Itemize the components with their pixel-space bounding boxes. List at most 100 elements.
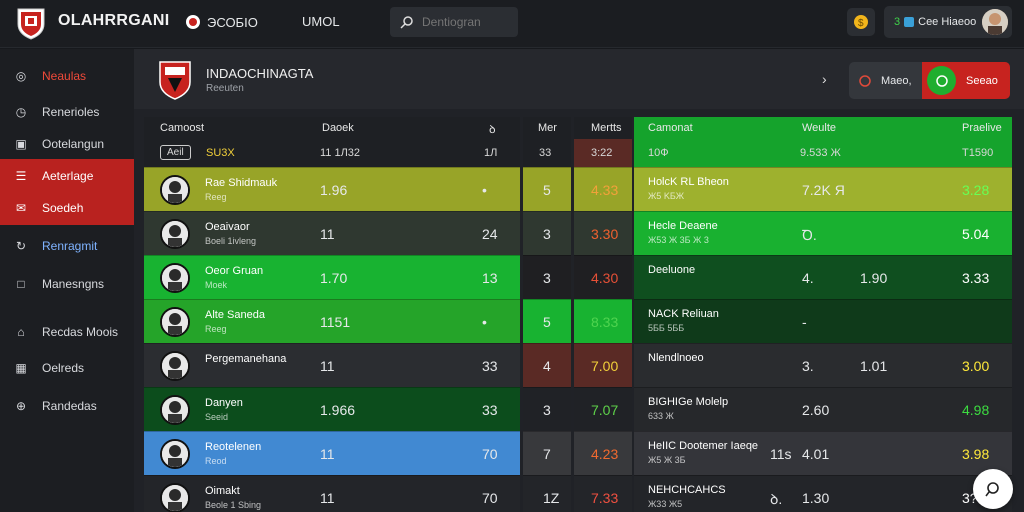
- coins-button[interactable]: $: [847, 8, 875, 36]
- chat-icon: [985, 482, 999, 497]
- team-row[interactable]: HeIIC Dootemer Iaeqe Ж5 Ж 3Б 4.01 11s 3.…: [634, 431, 1012, 475]
- toggle-option-left[interactable]: Maeo,: [849, 62, 922, 99]
- mid-col-cell: 3: [523, 211, 571, 255]
- team-right-value: 5.04: [962, 226, 990, 242]
- player-meta: Beole 1 Sbing: [205, 500, 262, 510]
- team-meta: Ж5 Ж 3Б: [648, 455, 686, 465]
- mid-col-value: 3: [543, 226, 551, 242]
- odds-value: 3.30: [591, 226, 619, 242]
- odds-value: 4.23: [591, 446, 619, 462]
- team-row[interactable]: Hecle Deaene Ж53 Ж 3Б Ж 3 Ꝺ. 5.04: [634, 211, 1012, 255]
- team-row[interactable]: NEHCHCAHCS Ж33 Ж5 1.30 ꝺ. 3?: [634, 475, 1012, 512]
- odds-value: 4.33: [591, 182, 619, 198]
- team-mid-value: -: [802, 314, 807, 330]
- odds-cell[interactable]: 4.30: [574, 255, 632, 299]
- team-mid1-value: 11s: [770, 446, 792, 462]
- topnav-item-b[interactable]: UMOL: [302, 14, 340, 29]
- team-mid-value: Ꝺ.: [802, 227, 817, 243]
- odds-cell[interactable]: 7.00: [574, 343, 632, 387]
- player-row[interactable]: Rae Shidmauk Reeg 1.96 •: [144, 167, 520, 211]
- user-prefix: 3: [894, 16, 901, 28]
- sidebar-item-7[interactable]: ⌂ Recdas Moois: [0, 315, 134, 349]
- teams-col-mid-header: Weulte: [802, 122, 837, 134]
- player-row[interactable]: Pergemanehana 11 33: [144, 343, 520, 387]
- player-value: 11: [320, 226, 335, 242]
- player-avatar: [160, 351, 190, 381]
- shield-logo-icon[interactable]: [16, 6, 46, 40]
- mid-col-value: 7: [543, 446, 551, 462]
- odds-cell[interactable]: 8.33: [574, 299, 632, 343]
- team-meta: Ж53 Ж 3Б Ж 3: [648, 235, 709, 245]
- sidebar-item-8[interactable]: ▦ Oelreds: [0, 351, 134, 385]
- user-avatar[interactable]: [982, 9, 1008, 35]
- player-value: 1.96: [320, 182, 348, 198]
- sidebar-item-2[interactable]: ▣ Ootelangun: [0, 127, 134, 161]
- mid-col-value: 5: [543, 314, 551, 330]
- sidebar-item-4[interactable]: ✉ Soedeh: [0, 191, 134, 225]
- team-mid2-value: 1.01: [860, 358, 888, 374]
- player-row[interactable]: Reotelenen Reod 11 70: [144, 431, 520, 475]
- player-value: 1151: [320, 314, 351, 330]
- odds-cell[interactable]: 7.07: [574, 387, 632, 431]
- odds-cell[interactable]: 4.33: [574, 167, 632, 211]
- toggle-knob[interactable]: [927, 66, 956, 95]
- player-name: Reotelenen: [205, 441, 262, 453]
- odds-cell[interactable]: 7.33: [574, 475, 632, 512]
- mid-col-header-label: Mer: [538, 122, 557, 134]
- odds-value: 7.00: [591, 358, 619, 374]
- player-meta: Reeg: [205, 192, 227, 202]
- player-avatar: [160, 219, 190, 249]
- chevron-right-icon[interactable]: ›: [822, 71, 827, 87]
- team-right-value: 4.98: [962, 402, 990, 418]
- search-input[interactable]: [422, 15, 512, 29]
- sidebar-item-3[interactable]: ☰ Aeterlage: [0, 159, 134, 193]
- odds-cell[interactable]: 4.23: [574, 431, 632, 475]
- topnav-item-a-label: ЭСОБIO: [207, 14, 258, 30]
- sidebar-item-1[interactable]: ◷ Renerioles: [0, 95, 134, 129]
- teams-sub-mid: 9.533 Ж: [800, 147, 841, 159]
- sidebar-item-label: Renerioles: [42, 105, 100, 119]
- mid-col-cell: 5: [523, 299, 571, 343]
- odds-cell[interactable]: 3.30: [574, 211, 632, 255]
- sidebar-item-9[interactable]: ⊕ Randedas: [0, 389, 134, 423]
- players-table-header: Camoost Daoek ꝺ: [144, 117, 520, 139]
- team-row[interactable]: HolcK RL Bheon Ж5 KБЖ 7.2K Я 3.28: [634, 167, 1012, 211]
- toggle-left-label: Maeo,: [881, 74, 912, 87]
- mid-col-value: 5: [543, 182, 551, 198]
- team-row[interactable]: Nlendlnoeo 3. 1.01 3.00: [634, 343, 1012, 387]
- player-meta: Boeli 1ivleng: [205, 236, 257, 246]
- sidebar-item-5[interactable]: ↻ Renragmit: [0, 229, 134, 263]
- team-meta: Ж5 KБЖ: [648, 191, 685, 201]
- col-sort-icon[interactable]: ꝺ: [489, 124, 496, 136]
- player-value: 1.70: [320, 270, 348, 286]
- team-name: BIGHIGe Molelp: [648, 396, 729, 408]
- sidebar-item-6[interactable]: □ Manesngns: [0, 267, 134, 301]
- team-row[interactable]: NACK Reliuan 5ББ 5ББ -: [634, 299, 1012, 343]
- user-menu[interactable]: 3 Cee Hiaeoo: [884, 6, 1012, 38]
- svg-text:$: $: [858, 18, 864, 29]
- player-row[interactable]: Oeor Gruan Moek 1.70 13: [144, 255, 520, 299]
- team-mid-value: 2.60: [802, 402, 830, 418]
- mid-col-value: 4: [543, 358, 551, 374]
- teams-sub-right: T1590: [962, 147, 994, 159]
- team-row[interactable]: Deeluone 4. 1.90 3.33: [634, 255, 1012, 299]
- player-row[interactable]: Oeaivaor Boeli 1ivleng 11 24: [144, 211, 520, 255]
- player-row[interactable]: Oimakt Beole 1 Sbing 11 70: [144, 475, 520, 512]
- chat-fab-button[interactable]: [973, 469, 1013, 509]
- square-icon: □: [17, 277, 25, 291]
- player-name: Oimakt: [205, 485, 240, 497]
- player-name: Pergemanehana: [205, 353, 287, 365]
- topnav-item-a[interactable]: ЭСОБIO: [185, 14, 258, 30]
- subheader-badge[interactable]: Aeil: [160, 145, 191, 160]
- player-row[interactable]: Danyen Seeid 1.966 33: [144, 387, 520, 431]
- mid-col-value: 1Z: [543, 490, 560, 506]
- search-box[interactable]: [390, 7, 518, 37]
- mid-col-value: 3: [543, 270, 551, 286]
- odds-value: 7.07: [591, 402, 619, 418]
- tag-icon: ⌂: [17, 325, 25, 339]
- odds-value: 4.30: [591, 270, 619, 286]
- mode-toggle[interactable]: Maeo, Seeao: [849, 62, 1010, 99]
- team-row[interactable]: BIGHIGe Molelp 633 Ж 2.60 4.98: [634, 387, 1012, 431]
- sidebar-item-0[interactable]: ◎ Neaulas: [0, 59, 134, 93]
- player-row[interactable]: Alte Saneda Reeg 1151 •: [144, 299, 520, 343]
